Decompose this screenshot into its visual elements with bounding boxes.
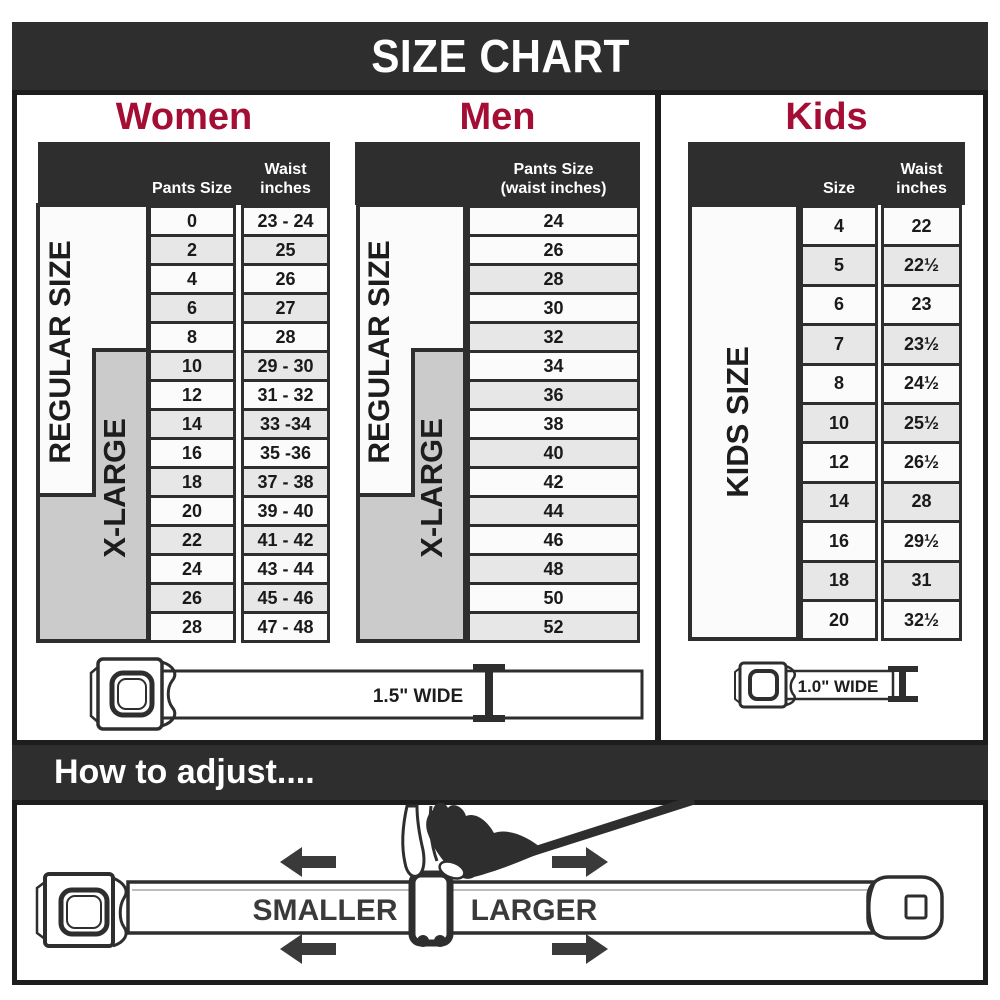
kids-waist-cell: 29½	[881, 520, 962, 563]
kids-size-cell: 20	[800, 598, 878, 642]
women-waist-column: 23 - 24 25 26 27 28 29 - 30 31 - 32 33 -34 35 -3…	[241, 205, 330, 643]
men-size-cell: 28	[467, 263, 640, 295]
men-size-cell: 44	[467, 495, 640, 527]
women-waist-cell: 39 - 40	[241, 495, 330, 527]
men-section-heading: Men	[355, 96, 640, 138]
women-waist-cell: 27	[241, 292, 330, 324]
kids-waist-cell: 26½	[881, 441, 962, 484]
women-table-header	[38, 142, 330, 205]
women-pants-size-cell: 12	[148, 379, 236, 411]
adjust-illustration-panel	[12, 800, 988, 985]
women-pants-size-cell: 20	[148, 495, 236, 527]
men-size-cell: 30	[467, 292, 640, 324]
women-waist-cell: 43 - 44	[241, 553, 330, 585]
women-pants-size-cell: 18	[148, 466, 236, 498]
women-waist-cell: 31 - 32	[241, 379, 330, 411]
men-size-cell: 26	[467, 234, 640, 266]
women-pants-size-header: Pants Size	[151, 180, 233, 197]
kids-table-header	[688, 142, 965, 205]
women-waist-header: Waist inches	[260, 161, 311, 197]
women-pants-size-cell: 4	[148, 263, 236, 295]
kids-heading-label: Kids	[785, 95, 868, 138]
women-waist-cell: 45 - 46	[241, 582, 330, 614]
women-section-heading: Women	[38, 96, 330, 138]
men-size-cell: 40	[467, 437, 640, 469]
men-size-cell: 42	[467, 466, 640, 498]
kids-waist-cell: 23	[881, 283, 962, 327]
kids-waist-cell: 28	[881, 480, 962, 524]
kids-size-cell: 12	[800, 441, 878, 484]
men-heading-label: Men	[459, 95, 536, 138]
women-pants-size-cell: 2	[148, 234, 236, 266]
kids-waist-cell: 23½	[881, 323, 962, 366]
kids-waist-cell: 32½	[881, 598, 962, 642]
kids-waist-header: Waist inches	[896, 161, 947, 197]
kids-waist-cell: 22½	[881, 244, 962, 287]
kids-size-cell: 6	[800, 283, 878, 327]
kids-note: Note: Not intended for Toddler Sizes (T)	[693, 575, 797, 624]
women-heading-label: Women	[115, 95, 253, 138]
men-size-cell: 48	[467, 553, 640, 585]
men-size-cell: 24	[467, 205, 640, 237]
men-table-header	[355, 142, 640, 205]
women-pants-size-cell: 26	[148, 582, 236, 614]
kids-section-heading: Kids	[688, 96, 965, 138]
title-bar: SIZE CHART	[12, 22, 988, 90]
men-size-cell: 38	[467, 408, 640, 440]
kids-size-column: 4 5 6 7 8 10 12 14 16 18 20	[800, 205, 878, 642]
kids-size-cell: 5	[800, 244, 878, 287]
women-waist-cell: 26	[241, 263, 330, 295]
how-to-adjust-bar: How to adjust....	[12, 745, 988, 800]
women-waist-cell: 23 - 24	[241, 205, 330, 237]
men-size-cell: 52	[467, 611, 640, 643]
kids-size-cell: 16	[800, 520, 878, 563]
kids-size-cell: 10	[800, 401, 878, 445]
men-pants-size-header: Pants Size (waist inches)	[500, 161, 607, 197]
kids-size-cell: 7	[800, 323, 878, 366]
women-pants-size-cell: 22	[148, 524, 236, 556]
women-pants-size-cell: 10	[148, 350, 236, 382]
kids-waist-cell: 24½	[881, 362, 962, 405]
women-pants-size-cell: 16	[148, 437, 236, 469]
women-pants-size-cell: 28	[148, 611, 236, 643]
kids-waist-column: 22 22½ 23 23½ 24½ 25½ 26½ 28 29½ 31 32½	[881, 205, 962, 642]
women-waist-cell: 37 - 38	[241, 466, 330, 498]
women-pants-size-column: 0 2 4 6 8 10 12 14 16 18 20 22 24 26 28	[148, 205, 236, 643]
women-waist-cell: 25	[241, 234, 330, 266]
kids-size-cell: 8	[800, 362, 878, 405]
women-pants-size-cell: 8	[148, 321, 236, 353]
men-size-cell: 50	[467, 582, 640, 614]
kids-size-header: Size	[822, 180, 855, 197]
kids-size-cell: 14	[800, 480, 878, 524]
women-waist-cell: 28	[241, 321, 330, 353]
men-size-cell: 34	[467, 350, 640, 382]
women-waist-cell: 47 - 48	[241, 611, 330, 643]
how-to-adjust-heading: How to adjust....	[54, 753, 315, 791]
men-size-cell: 32	[467, 321, 640, 353]
women-waist-cell: 35 -36	[241, 437, 330, 469]
kids-waist-cell: 31	[881, 559, 962, 602]
women-pants-size-cell: 0	[148, 205, 236, 237]
men-size-cell: 46	[467, 524, 640, 556]
women-waist-cell: 41 - 42	[241, 524, 330, 556]
kids-waist-cell: 22	[881, 205, 962, 248]
kids-waist-cell: 25½	[881, 401, 962, 445]
kids-size-cell: 18	[800, 559, 878, 602]
men-size-column: 24 26 28 30 32 34 36 38 40 42 44 46 48 50 52	[467, 205, 640, 643]
kids-section-divider	[655, 90, 661, 745]
kids-size-cell: 4	[800, 205, 878, 248]
women-pants-size-cell: 24	[148, 553, 236, 585]
men-size-cell: 36	[467, 379, 640, 411]
women-waist-cell: 33 -34	[241, 408, 330, 440]
women-pants-size-cell: 6	[148, 292, 236, 324]
women-waist-cell: 29 - 30	[241, 350, 330, 382]
women-pants-size-cell: 14	[148, 408, 236, 440]
page-title: SIZE CHART	[370, 30, 630, 82]
